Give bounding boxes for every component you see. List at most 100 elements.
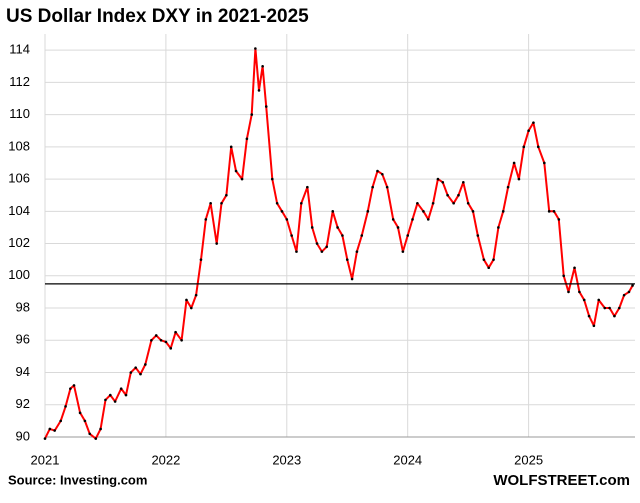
point: [245, 137, 249, 141]
point: [336, 226, 339, 229]
point: [627, 290, 631, 294]
point: [608, 306, 611, 310]
point: [78, 411, 82, 415]
y-tick-label: 102: [8, 235, 30, 250]
chart-title: US Dollar Index DXY in 2021-2025: [6, 6, 309, 27]
point: [385, 185, 389, 189]
point: [295, 250, 298, 253]
point: [360, 234, 364, 237]
point: [622, 293, 626, 297]
point: [366, 210, 370, 213]
point: [64, 405, 67, 408]
point: [422, 210, 425, 213]
point: [603, 306, 607, 310]
point: [325, 245, 329, 249]
point: [99, 427, 102, 431]
point: [144, 363, 147, 366]
point: [471, 210, 475, 213]
point: [108, 393, 112, 397]
point: [261, 64, 264, 68]
point: [315, 242, 319, 245]
point: [306, 185, 309, 189]
y-tick-label: 112: [9, 74, 30, 89]
point: [194, 293, 198, 297]
point: [185, 298, 188, 302]
y-tick-label: 94: [16, 364, 30, 379]
point: [411, 218, 414, 221]
point: [582, 298, 586, 302]
point: [53, 429, 56, 432]
point: [174, 330, 177, 334]
point: [462, 181, 465, 184]
point: [532, 121, 535, 124]
point: [527, 129, 530, 133]
y-tick-label: 100: [8, 267, 30, 282]
point: [406, 234, 410, 237]
point: [220, 201, 223, 205]
point: [512, 161, 516, 165]
point: [466, 201, 470, 205]
point: [124, 393, 128, 397]
point: [180, 338, 183, 342]
point: [613, 314, 616, 318]
x-tick-label: 2023: [272, 452, 301, 467]
point: [150, 338, 153, 342]
point: [517, 177, 521, 181]
y-tick-label: 92: [16, 396, 30, 411]
point: [83, 419, 87, 423]
point: [290, 234, 293, 237]
y-tick-label: 106: [8, 171, 30, 186]
point: [631, 284, 634, 287]
point: [134, 366, 137, 369]
point: [391, 218, 395, 221]
point: [592, 324, 596, 328]
point: [129, 371, 133, 374]
point: [492, 258, 495, 261]
point: [104, 398, 107, 402]
point: [341, 234, 344, 237]
point: [396, 226, 400, 229]
point: [229, 145, 233, 149]
y-tick-label: 98: [16, 299, 30, 314]
point: [476, 234, 480, 237]
point: [436, 177, 440, 181]
point: [617, 306, 621, 310]
point: [257, 89, 261, 92]
point: [597, 298, 601, 302]
point: [536, 145, 540, 149]
x-tick-label: 2024: [393, 452, 422, 467]
point: [43, 437, 47, 440]
point: [552, 210, 556, 213]
point: [234, 169, 238, 173]
point: [426, 218, 430, 221]
point: [189, 306, 193, 310]
y-tick-label: 114: [9, 42, 30, 57]
x-tick-label: 2021: [31, 452, 60, 467]
point: [48, 427, 52, 431]
y-tick-label: 108: [8, 138, 30, 153]
point: [441, 181, 445, 184]
point: [371, 185, 374, 189]
point: [431, 201, 435, 205]
point: [543, 161, 546, 165]
point: [72, 384, 76, 387]
point: [139, 372, 142, 376]
point: [154, 334, 158, 337]
point: [94, 437, 98, 440]
point: [457, 193, 460, 197]
y-tick-label: 110: [9, 106, 30, 121]
point: [240, 177, 244, 181]
point: [557, 218, 561, 221]
point: [113, 400, 117, 403]
point: [254, 47, 257, 50]
point: [487, 266, 491, 270]
point: [381, 172, 384, 176]
point: [300, 201, 303, 205]
point: [446, 193, 449, 197]
point: [199, 258, 203, 261]
point: [169, 347, 173, 350]
point: [547, 210, 551, 213]
point: [587, 314, 591, 318]
point: [204, 218, 208, 221]
